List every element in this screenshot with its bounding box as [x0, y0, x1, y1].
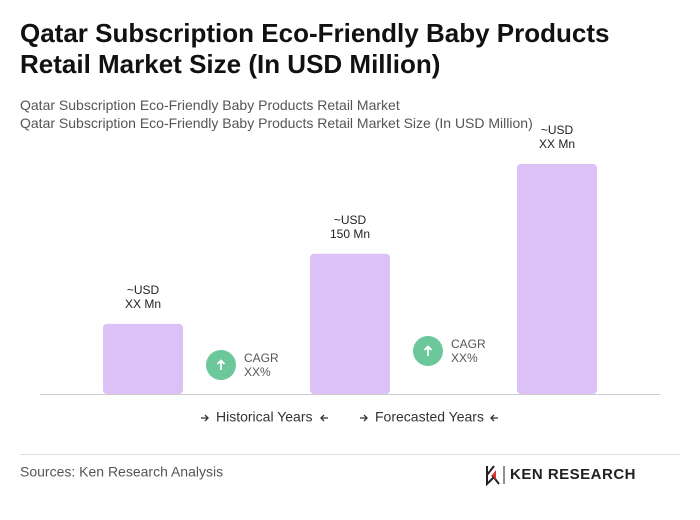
value-label: ~USD XX Mn [125, 283, 161, 311]
chart-title: Qatar Subscription Eco-Friendly Baby Pro… [20, 18, 610, 79]
source: Sources: Ken Research Analysis [20, 464, 223, 480]
logo-icon [486, 465, 505, 487]
cagr-label: CAGR XX% [451, 337, 486, 365]
subtitle: Qatar Subscription Eco-Friendly Baby Pro… [20, 115, 533, 131]
bar [310, 253, 390, 394]
value-label: ~USD XX Mn [539, 123, 575, 151]
legend-label: Forecasted Years [375, 409, 484, 425]
legend-arrows [201, 414, 498, 422]
subtitle: Qatar Subscription Eco-Friendly Baby Pro… [20, 97, 400, 113]
bar [103, 323, 183, 394]
legend-label: Historical Years [216, 409, 313, 425]
cagr-arrow [423, 345, 433, 356]
cagr-arrow [216, 359, 226, 370]
cagr-label: CAGR XX% [244, 351, 279, 379]
logo: KEN RESEARCH [510, 466, 636, 483]
bar [517, 164, 597, 394]
value-label: ~USD 150 Mn [330, 213, 370, 241]
